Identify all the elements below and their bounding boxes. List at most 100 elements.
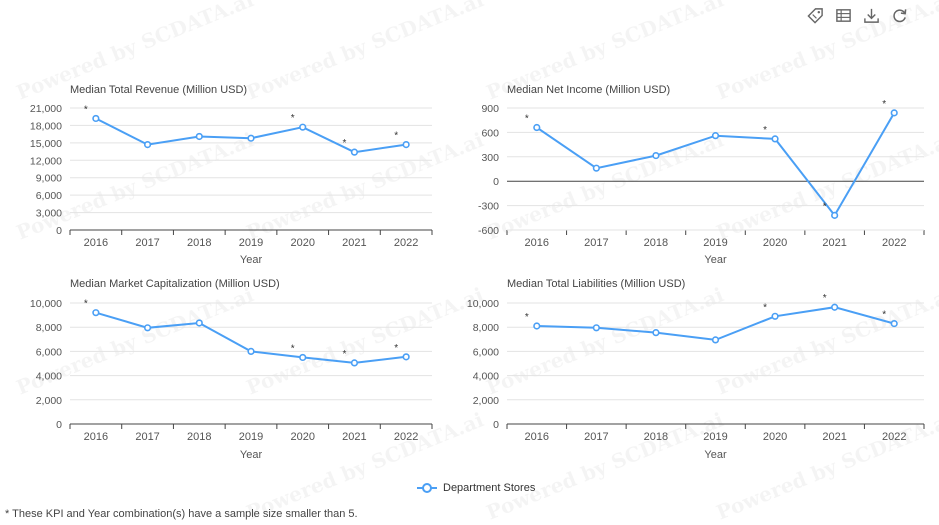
watermark-text: Powered by SCDATA.ai: [483, 407, 727, 524]
sample-size-asterisk: *: [342, 349, 346, 360]
y-tick-label: 0: [56, 225, 62, 237]
y-tick-label: 0: [493, 419, 499, 431]
x-tick-label: 2020: [290, 431, 314, 443]
x-tick-label: 2017: [584, 237, 608, 249]
data-point: [711, 336, 720, 344]
charts-layer: Median Total Revenue (Million USD) 0 3,000…: [30, 84, 925, 461]
x-tick-label: 2022: [394, 237, 418, 249]
y-tick-label: 6,000: [36, 346, 62, 358]
watermark-text: Powered by SCDATA.ai: [713, 407, 939, 524]
data-point: [350, 148, 359, 156]
legend-label: Department Stores: [443, 482, 536, 494]
chart-title: Median Total Liabilities (Million USD): [507, 278, 685, 290]
data-point: [831, 211, 839, 219]
x-axis-label: Year: [704, 449, 727, 461]
data-point: [350, 359, 359, 367]
y-tick-label: 2,000: [473, 395, 499, 407]
chart-title: Median Total Revenue (Million USD): [70, 84, 247, 96]
x-tick-label: 2017: [584, 431, 608, 443]
y-tick-label: 900: [481, 103, 499, 115]
x-tick-label: 2020: [290, 237, 314, 249]
y-tick-label: 21,000: [30, 103, 62, 115]
tag-button[interactable]: [806, 6, 825, 25]
x-tick-label: 2016: [84, 237, 108, 249]
y-tick-label: 10,000: [467, 298, 499, 310]
x-axis-label: Year: [240, 254, 263, 266]
x-tick-label: 2016: [525, 237, 549, 249]
data-point: [771, 312, 779, 320]
y-tick-label: 300: [481, 152, 499, 164]
legend-item-department-stores[interactable]: Department Stores: [417, 482, 535, 494]
watermark-text: Powered by SCDATA.ai: [713, 127, 939, 244]
x-tick-label: 2021: [342, 431, 366, 443]
data-point: [890, 319, 898, 328]
x-tick-label: 2019: [703, 431, 727, 443]
y-tick-label: 0: [56, 419, 62, 431]
x-tick-label: 2017: [135, 431, 159, 443]
sample-size-asterisk: *: [525, 312, 529, 323]
y-tick-label: 600: [481, 127, 499, 139]
x-tick-label: 2016: [525, 431, 549, 443]
refresh-icon: [893, 9, 907, 23]
data-point: [652, 329, 660, 337]
data-point: [92, 114, 100, 123]
y-tick-label: 8,000: [473, 322, 499, 334]
y-tick-label: 15,000: [30, 138, 62, 150]
data-point: [143, 141, 152, 149]
sample-size-asterisk: *: [763, 302, 767, 313]
x-tick-label: 2021: [342, 237, 366, 249]
data-point: [831, 303, 839, 311]
data-point: [402, 141, 410, 149]
x-tick-label: 2020: [763, 431, 787, 443]
x-axis-label: Year: [240, 449, 263, 461]
data-point: [533, 123, 541, 132]
chart-panel-4: Median Total Liabilities (Million USD) 0 2…: [467, 278, 925, 461]
refresh-button[interactable]: [890, 6, 909, 25]
x-tick-label: 2022: [882, 237, 906, 249]
sample-size-asterisk: *: [882, 99, 886, 110]
x-axis-label: Year: [704, 254, 727, 266]
tag-icon: [807, 8, 823, 24]
data-point: [652, 151, 660, 160]
toolbar: [806, 6, 909, 25]
chart-title: Median Net Income (Million USD): [507, 84, 670, 96]
y-tick-label: 0: [493, 176, 499, 188]
x-tick-label: 2018: [187, 237, 211, 249]
data-point: [92, 309, 100, 317]
x-tick-label: 2021: [822, 431, 846, 443]
y-tick-label: 3,000: [36, 208, 62, 220]
y-tick-label: 18,000: [30, 120, 62, 132]
data-point: [247, 347, 255, 356]
data-point: [247, 134, 255, 142]
download-button[interactable]: [862, 6, 881, 25]
sample-size-asterisk: *: [763, 125, 767, 136]
x-tick-label: 2019: [239, 237, 263, 249]
x-tick-label: 2017: [135, 237, 159, 249]
download-icon: [864, 8, 879, 23]
data-point: [195, 319, 203, 327]
data-table-button[interactable]: [834, 6, 853, 25]
y-tick-label: 2,000: [36, 395, 62, 407]
sample-size-asterisk: *: [291, 343, 295, 354]
data-point: [195, 132, 203, 141]
x-tick-label: 2016: [84, 431, 108, 443]
y-tick-label: 12,000: [30, 155, 62, 167]
x-tick-label: 2019: [239, 431, 263, 443]
data-point: [299, 123, 307, 131]
data-point: [592, 324, 600, 332]
data-point: [890, 109, 898, 117]
x-tick-label: 2018: [644, 431, 668, 443]
watermark-text: Powered by SCDATA.ai: [243, 282, 487, 399]
x-tick-label: 2019: [703, 237, 727, 249]
sample-size-asterisk: *: [525, 114, 529, 125]
sample-size-asterisk: *: [823, 201, 827, 212]
data-point: [711, 132, 720, 140]
sample-size-asterisk: *: [823, 293, 827, 304]
watermark-text: Powered by SCDATA.ai: [483, 282, 727, 399]
x-tick-label: 2018: [187, 431, 211, 443]
sample-size-asterisk: *: [882, 310, 886, 321]
sample-size-asterisk: *: [342, 138, 346, 149]
data-point: [402, 353, 410, 361]
